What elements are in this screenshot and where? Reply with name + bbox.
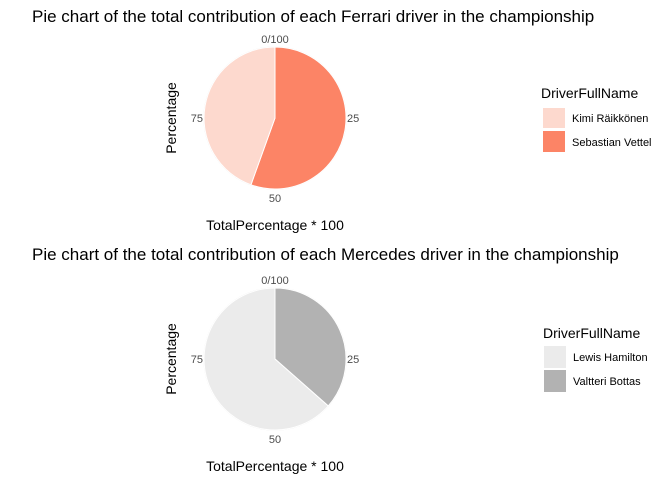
legend-label-valtteri-bottas: Valtteri Bottas <box>573 376 641 388</box>
legend-key-kimi-raikkonen <box>543 108 565 128</box>
chart-panel-mercedes: Pie chart of the total contribution of e… <box>32 245 648 474</box>
tick-label-50: 50 <box>269 434 281 446</box>
tick-label-50: 50 <box>269 193 281 205</box>
chart-title: Pie chart of the total contribution of e… <box>32 245 619 264</box>
chart-panel-ferrari: Pie chart of the total contribution of e… <box>32 7 652 233</box>
legend-title: DriverFullName <box>541 85 638 101</box>
pie-slice-sebastian-vettel <box>250 46 347 190</box>
legend-key-valtteri-bottas <box>544 370 566 392</box>
y-axis-title: Percentage <box>163 323 179 395</box>
chart-title: Pie chart of the total contribution of e… <box>32 7 594 26</box>
tick-label-0: 0/100 <box>261 275 289 287</box>
y-axis-title: Percentage <box>163 82 179 154</box>
legend-label-sebastian-vettel: Sebastian Vettel <box>572 137 652 149</box>
tick-label-25: 25 <box>347 113 359 125</box>
pie-slice-valtteri-bottas <box>274 287 347 407</box>
pie-slices <box>203 46 347 190</box>
legend: DriverFullName Kimi Räikkönen Sebastian … <box>541 85 652 152</box>
legend-key-sebastian-vettel <box>543 131 565 152</box>
x-axis-title: TotalPercentage * 100 <box>206 217 344 233</box>
x-axis-title: TotalPercentage * 100 <box>206 458 344 474</box>
pie-slice-kimi-raikkonen <box>203 46 276 186</box>
tick-label-0: 0/100 <box>261 34 289 46</box>
legend-label-lewis-hamilton: Lewis Hamilton <box>573 352 648 364</box>
pie-slices <box>203 287 347 431</box>
tick-label-75: 75 <box>191 354 203 366</box>
legend-title: DriverFullName <box>543 325 640 341</box>
legend: DriverFullName Lewis Hamilton Valtteri B… <box>543 325 648 392</box>
legend-key-lewis-hamilton <box>544 346 566 368</box>
tick-label-25: 25 <box>347 354 359 366</box>
pie-slice-lewis-hamilton <box>203 287 329 431</box>
legend-label-kimi-raikkonen: Kimi Räikkönen <box>572 113 648 125</box>
tick-label-75: 75 <box>191 113 203 125</box>
